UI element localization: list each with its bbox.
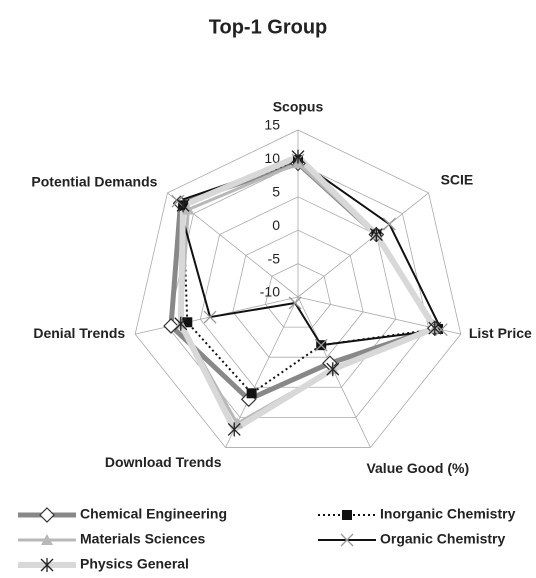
chart-title: Top-1 Group <box>209 16 328 38</box>
marker-shape <box>182 317 193 328</box>
marker <box>174 316 188 331</box>
marker-shape <box>246 388 257 399</box>
marker <box>227 422 241 437</box>
legend-label: Physics General <box>80 556 189 572</box>
marker <box>246 388 257 399</box>
marker-shape <box>434 323 448 337</box>
tick-label: 15 <box>264 117 280 133</box>
series-line <box>177 153 438 433</box>
legend-label: Materials Sciences <box>80 531 206 547</box>
spoke <box>297 192 429 298</box>
marker <box>314 338 328 352</box>
marker <box>39 507 55 523</box>
marker <box>182 317 193 328</box>
marker <box>176 198 190 213</box>
marker <box>340 533 354 547</box>
legend-label: Chemical Engineering <box>80 506 227 522</box>
marker <box>428 321 442 336</box>
axis-label: SCIE <box>441 172 474 188</box>
marker-shape <box>203 310 217 324</box>
marker-shape <box>340 533 354 547</box>
marker <box>291 149 305 164</box>
grid-ring <box>167 162 429 418</box>
marker-shape <box>41 534 53 545</box>
tick-label: -10 <box>260 284 280 300</box>
marker-shape <box>314 338 328 352</box>
marker-shape <box>182 203 195 215</box>
marker <box>382 217 396 231</box>
legend-label: Organic Chemistry <box>380 531 505 547</box>
tick-label: 0 <box>272 217 280 233</box>
axis-label: Download Trends <box>105 454 222 470</box>
marker <box>40 558 54 572</box>
tick-label: -5 <box>268 250 281 266</box>
marker <box>41 534 53 545</box>
legend-label: Inorganic Chemistry <box>380 506 516 522</box>
axis-label: Potential Demands <box>31 174 157 190</box>
marker <box>203 310 217 324</box>
marker-shape <box>171 194 185 208</box>
marker <box>182 203 195 215</box>
marker <box>171 194 185 208</box>
grid-ring <box>265 263 331 328</box>
marker-shape <box>342 510 352 520</box>
marker-shape <box>39 507 55 523</box>
axis-label: Value Good (%) <box>366 460 469 476</box>
marker <box>342 510 352 520</box>
marker <box>326 362 340 377</box>
marker-shape <box>288 296 302 310</box>
axis-label: Scopus <box>273 99 324 115</box>
marker <box>288 296 302 310</box>
axis-label: List Price <box>469 325 532 341</box>
grid-ring <box>134 129 462 448</box>
marker <box>369 227 383 242</box>
grid-ring <box>232 229 364 358</box>
marker-shape <box>382 217 396 231</box>
axis-label: Denial Trends <box>33 325 125 341</box>
tick-label: 5 <box>272 184 280 200</box>
tick-label: 10 <box>264 150 280 166</box>
